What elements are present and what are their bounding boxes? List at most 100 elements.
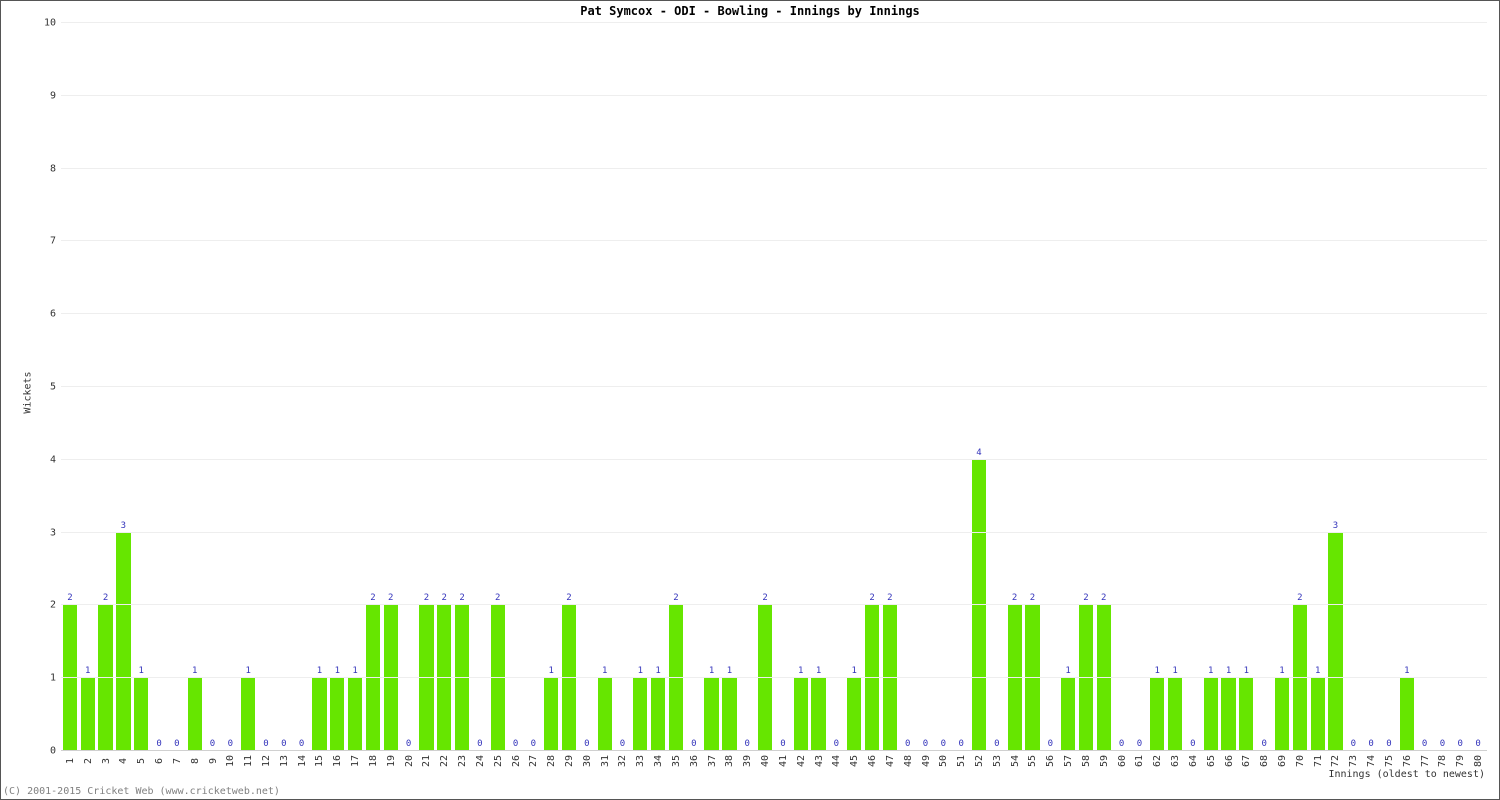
chart-title: Pat Symcox - ODI - Bowling - Innings by … (1, 4, 1499, 18)
x-tick-label: 35 (671, 755, 682, 767)
x-tick-label: 14 (297, 755, 308, 767)
x-tick-label: 32 (617, 755, 628, 767)
bar (1079, 605, 1093, 751)
bar (312, 678, 326, 751)
bar-value-label: 0 (1261, 739, 1266, 749)
x-tick-label: 13 (279, 755, 290, 767)
y-axis-label: Wickets (23, 371, 34, 413)
bar-value-label: 0 (1458, 739, 1463, 749)
bar-value-label: 0 (210, 739, 215, 749)
bar-value-label: 4 (976, 448, 981, 458)
bar-value-label: 1 (548, 666, 553, 676)
bar (1293, 605, 1307, 751)
bar (669, 605, 683, 751)
bar-value-label: 2 (103, 593, 108, 603)
bar-value-label: 2 (762, 593, 767, 603)
bar-value-label: 1 (1404, 666, 1409, 676)
x-tick-label: 60 (1117, 755, 1128, 767)
bar-value-label: 0 (941, 739, 946, 749)
bar-value-label: 1 (655, 666, 660, 676)
x-tick-label: 31 (600, 755, 611, 767)
x-tick-label: 41 (778, 755, 789, 767)
bar-value-label: 0 (905, 739, 910, 749)
gridline (61, 313, 1487, 314)
x-tick-label: 50 (938, 755, 949, 767)
x-tick-label: 43 (814, 755, 825, 767)
x-tick-label: 57 (1063, 755, 1074, 767)
bar-value-label: 1 (1244, 666, 1249, 676)
bar-value-label: 1 (1065, 666, 1070, 676)
bar (437, 605, 451, 751)
x-tick-label: 16 (332, 755, 343, 767)
bar-value-label: 1 (1172, 666, 1177, 676)
gridline (61, 22, 1487, 23)
x-tick-label: 47 (885, 755, 896, 767)
bar-value-label: 0 (958, 739, 963, 749)
bar (598, 678, 612, 751)
bars-layer: 2123100100100011122022202001201011201102… (61, 23, 1487, 751)
bar (972, 460, 986, 751)
gridline (61, 95, 1487, 96)
x-tick-label: 77 (1420, 755, 1431, 767)
x-tick-label: 15 (314, 755, 325, 767)
gridline (61, 604, 1487, 605)
bar-value-label: 1 (727, 666, 732, 676)
x-tick-label: 3 (101, 758, 112, 764)
x-tick-label: 48 (903, 755, 914, 767)
bar (704, 678, 718, 751)
x-tick-label: 74 (1366, 755, 1377, 767)
bar-value-label: 2 (1101, 593, 1106, 603)
bar (1204, 678, 1218, 751)
y-tick-label: 3 (50, 527, 61, 538)
x-tick-label: 72 (1330, 755, 1341, 767)
bar (1025, 605, 1039, 751)
bar-value-label: 3 (1333, 521, 1338, 531)
bar (1221, 678, 1235, 751)
y-tick-label: 6 (50, 309, 61, 320)
bar-value-label: 2 (1012, 593, 1017, 603)
bar-value-label: 0 (1422, 739, 1427, 749)
bar-value-label: 0 (780, 739, 785, 749)
bar (1061, 678, 1075, 751)
x-tick-label: 25 (493, 755, 504, 767)
bar-value-label: 0 (584, 739, 589, 749)
x-tick-label: 38 (724, 755, 735, 767)
bar (384, 605, 398, 751)
bar (865, 605, 879, 751)
bar-value-label: 1 (1226, 666, 1231, 676)
bar-value-label: 2 (67, 593, 72, 603)
bar (758, 605, 772, 751)
x-tick-label: 12 (261, 755, 272, 767)
x-tick-label: 27 (528, 755, 539, 767)
bar-value-label: 0 (281, 739, 286, 749)
bar-value-label: 0 (477, 739, 482, 749)
bar-value-label: 0 (1190, 739, 1195, 749)
bar-value-label: 0 (406, 739, 411, 749)
bar-value-label: 0 (1440, 739, 1445, 749)
x-tick-label: 22 (439, 755, 450, 767)
bar (116, 533, 130, 751)
bar (1400, 678, 1414, 751)
x-tick-label: 68 (1259, 755, 1270, 767)
x-tick-label: 19 (386, 755, 397, 767)
x-tick-label: 4 (118, 758, 129, 764)
bar-value-label: 0 (620, 739, 625, 749)
bar (651, 678, 665, 751)
x-tick-label: 49 (921, 755, 932, 767)
x-tick-label: 51 (956, 755, 967, 767)
x-tick-label: 29 (564, 755, 575, 767)
gridline (61, 240, 1487, 241)
bar-value-label: 1 (192, 666, 197, 676)
bar-value-label: 2 (370, 593, 375, 603)
bar (188, 678, 202, 751)
bar-value-label: 1 (602, 666, 607, 676)
bar (1239, 678, 1253, 751)
bar (544, 678, 558, 751)
y-tick-label: 8 (50, 163, 61, 174)
x-tick-label: 24 (475, 755, 486, 767)
gridline (61, 168, 1487, 169)
x-tick-label: 70 (1295, 755, 1306, 767)
x-tick-label: 54 (1010, 755, 1021, 767)
bar (562, 605, 576, 751)
x-tick-label: 42 (796, 755, 807, 767)
